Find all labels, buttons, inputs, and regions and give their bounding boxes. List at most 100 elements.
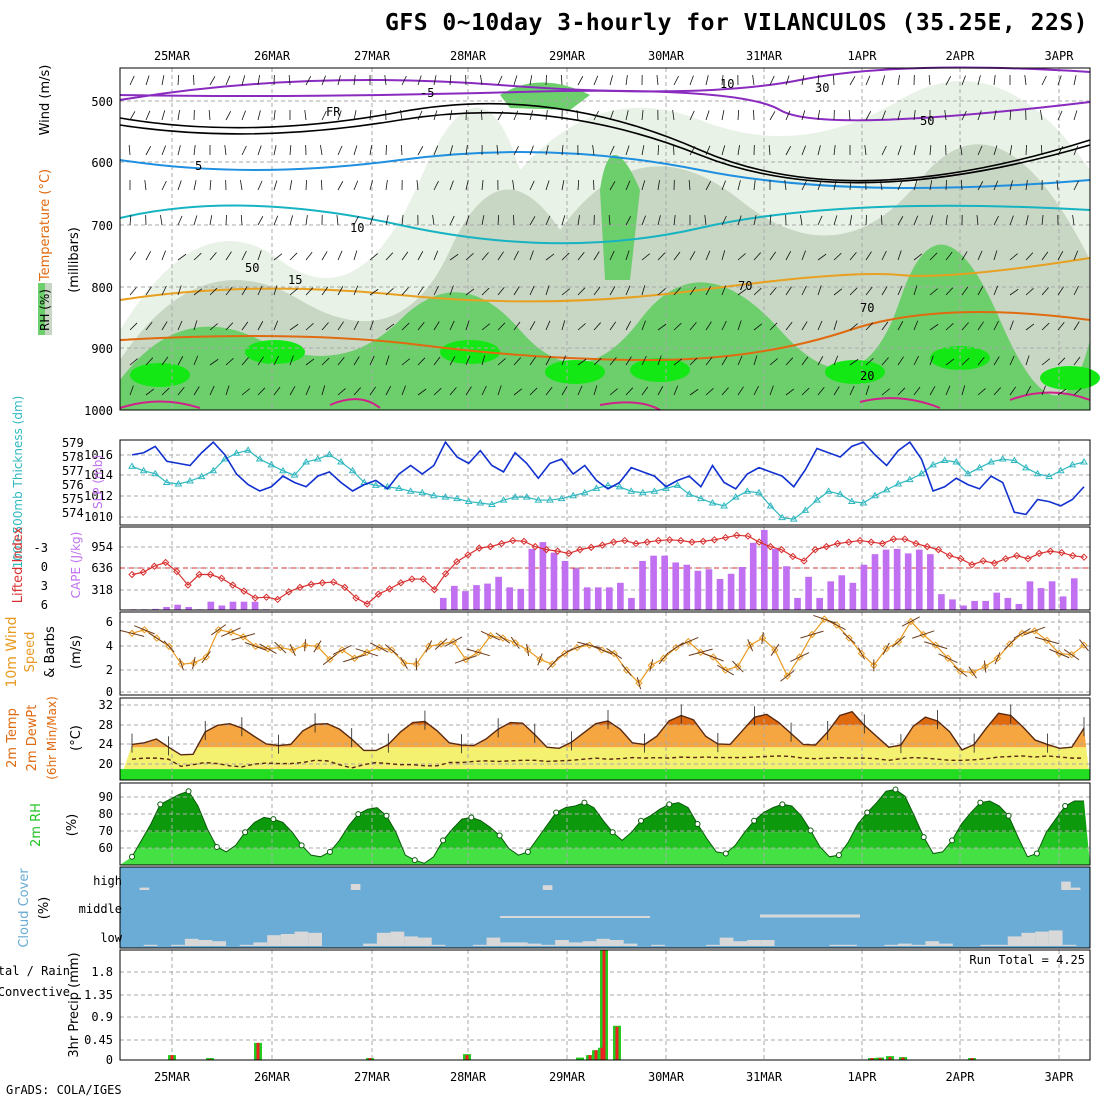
lifted-index-point bbox=[251, 594, 259, 602]
cloud-level-middle: middle bbox=[79, 902, 122, 916]
rh-point bbox=[242, 829, 249, 836]
surface-wind-barb bbox=[179, 658, 184, 671]
thickness-point bbox=[1068, 460, 1077, 468]
wind-barb bbox=[1073, 321, 1080, 331]
label-temp-unit: (°C) bbox=[69, 725, 84, 751]
wind-barb bbox=[960, 179, 963, 191]
thickness-point bbox=[406, 487, 415, 494]
thickness-tick-578: 578 bbox=[62, 450, 84, 464]
cape-bar bbox=[240, 601, 248, 610]
slp-tick-1010: 1010 bbox=[84, 510, 113, 524]
wind-barb bbox=[177, 320, 183, 331]
lifted-index-point bbox=[587, 543, 595, 552]
thickness-point bbox=[894, 479, 903, 487]
wind-barb bbox=[321, 110, 327, 121]
label-cape: CAPE (J/kg) bbox=[69, 532, 83, 599]
wind-barb bbox=[945, 287, 954, 296]
wind-barb bbox=[785, 321, 793, 331]
wind-barb bbox=[321, 385, 326, 396]
wind-barb bbox=[320, 179, 323, 191]
label-wind: Wind (m/s) bbox=[38, 65, 53, 136]
lifted-index-point bbox=[1080, 553, 1088, 561]
temp-tick-28: 28 bbox=[99, 718, 113, 732]
rh-point bbox=[270, 816, 277, 823]
lifted-index-point bbox=[486, 542, 495, 551]
lifted-index-point bbox=[654, 536, 663, 545]
wind-barb bbox=[945, 215, 948, 226]
wind-barb bbox=[721, 215, 727, 226]
wind-tick-2: 2 bbox=[106, 663, 113, 677]
thickness-point bbox=[592, 484, 601, 491]
surface-wind-barb bbox=[148, 632, 165, 644]
wind-barb bbox=[609, 181, 616, 191]
wind-barb bbox=[1056, 180, 1059, 191]
wind-barb bbox=[721, 250, 726, 261]
wind-barb bbox=[129, 251, 137, 261]
surface-wind-barb bbox=[658, 652, 669, 665]
rh-point bbox=[779, 801, 786, 808]
wind-barb bbox=[225, 385, 230, 396]
wind-speed-line bbox=[131, 618, 1085, 685]
lifted-index-point bbox=[273, 595, 282, 604]
thickness-point bbox=[964, 469, 972, 477]
wind-barb bbox=[657, 355, 662, 366]
surface-wind-barb bbox=[621, 664, 632, 677]
wind-barb bbox=[129, 385, 134, 396]
wind-barb bbox=[353, 285, 359, 296]
lifted-index-point bbox=[173, 567, 181, 576]
thickness-point bbox=[313, 455, 322, 462]
surface-wind-barb bbox=[716, 664, 734, 676]
lifted-index-point bbox=[318, 579, 327, 587]
precip-tick-1.35: 1.35 bbox=[84, 988, 113, 1002]
thickness-point bbox=[162, 478, 171, 485]
wind-barb bbox=[673, 215, 676, 226]
label-millibars: (millibars) bbox=[67, 227, 82, 293]
wind-barb bbox=[593, 322, 601, 331]
cloud-bg bbox=[120, 867, 1090, 948]
lifted-index-point bbox=[374, 590, 383, 598]
wind-barb bbox=[1057, 110, 1063, 121]
wind-barb bbox=[1041, 322, 1050, 331]
wind-barb bbox=[481, 385, 487, 396]
wind-barb bbox=[497, 322, 506, 331]
wind-barb bbox=[897, 356, 904, 366]
lifted-index-point bbox=[699, 537, 707, 546]
rh-point bbox=[553, 809, 560, 816]
wind-barb bbox=[288, 75, 291, 86]
surface-wind-barb bbox=[537, 653, 543, 666]
lifted-index-point bbox=[464, 551, 472, 559]
wind-barb bbox=[529, 216, 536, 226]
wind-barb bbox=[785, 145, 792, 156]
wind-barb bbox=[481, 215, 485, 226]
wind-barb bbox=[449, 145, 453, 156]
thickness-tick-574: 574 bbox=[62, 506, 84, 520]
contour-freezing bbox=[119, 102, 1091, 182]
wind-speed-point bbox=[993, 654, 1002, 662]
wind-barb bbox=[417, 110, 423, 121]
cloud-bar-high bbox=[1061, 881, 1071, 890]
wind-barb bbox=[881, 357, 889, 366]
wind-barb bbox=[353, 215, 359, 226]
wind-barb bbox=[913, 285, 918, 296]
date-bottom-26MAR: 26MAR bbox=[254, 1070, 291, 1084]
lifted-index-point bbox=[621, 536, 629, 545]
lifted-index-point bbox=[1057, 548, 1066, 557]
date-bottom-27MAR: 27MAR bbox=[354, 1070, 391, 1084]
lifted-index-point bbox=[329, 578, 338, 586]
surface-wind-barb bbox=[480, 630, 501, 641]
thickness-point bbox=[859, 499, 868, 506]
wind-barb bbox=[257, 321, 264, 331]
lifted-index-point bbox=[1035, 549, 1043, 558]
surface-wind-barb bbox=[983, 660, 987, 673]
wind-barb bbox=[977, 321, 984, 331]
wind-barb bbox=[704, 215, 707, 226]
thickness-point bbox=[975, 463, 984, 471]
wind-barb bbox=[705, 388, 714, 396]
wind-barb bbox=[561, 252, 570, 261]
wind-barb bbox=[817, 320, 823, 331]
wind-barb bbox=[865, 75, 871, 86]
wind-barb bbox=[977, 75, 981, 86]
rh-point bbox=[977, 799, 984, 806]
wind-barb bbox=[657, 288, 666, 296]
precip-tick-1.8: 1.8 bbox=[91, 965, 113, 979]
